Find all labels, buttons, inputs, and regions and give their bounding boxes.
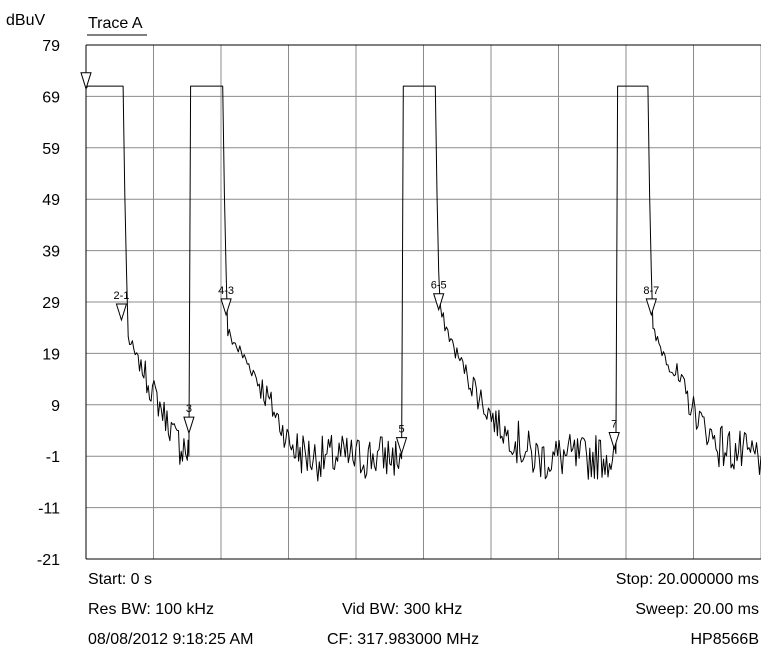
trace-line xyxy=(85,85,761,482)
marker-triangle xyxy=(115,303,128,322)
marker-triangle xyxy=(183,416,195,435)
y-tick-labels: 79 69 59 49 39 29 19 9 -1 -11 -21 xyxy=(37,38,60,569)
marker-label: 4-3 xyxy=(218,285,234,297)
vid-bw-label: Vid BW: 300 kHz xyxy=(342,601,463,618)
y-tick-label: 19 xyxy=(42,346,60,363)
marker-label: 6-5 xyxy=(431,280,447,292)
marker-label: 2-1 xyxy=(113,290,129,302)
sweep-label: Sweep: 20.00 ms xyxy=(635,601,759,618)
y-tick-label: 29 xyxy=(42,295,60,312)
y-tick-label: 79 xyxy=(42,38,60,55)
res-bw-label: Res BW: 100 kHz xyxy=(88,601,214,618)
y-tick-label: 9 xyxy=(51,398,60,415)
y-tick-label: -21 xyxy=(37,552,60,569)
marker-triangle xyxy=(608,431,620,451)
stop-label: Stop: 20.000000 ms xyxy=(615,571,759,588)
marker-label: 5 xyxy=(399,424,405,436)
marker-triangle xyxy=(645,298,657,317)
trace-legend: Trace A xyxy=(88,15,143,32)
y-axis-label: dBuV xyxy=(6,12,45,29)
marker-label: 7 xyxy=(611,418,617,430)
marker-triangle xyxy=(220,298,232,317)
grid xyxy=(85,44,761,560)
start-label: Start: 0 s xyxy=(88,571,153,588)
y-tick-label: -11 xyxy=(38,501,60,518)
marker-triangle xyxy=(433,293,445,312)
marker-triangle xyxy=(80,72,92,91)
marker-label: 3 xyxy=(186,403,192,415)
marker-triangle xyxy=(395,437,408,456)
timestamp-label: 08/08/2012 9:18:25 AM xyxy=(88,631,254,648)
center-frequency-label: CF: 317.983000 MHz xyxy=(327,631,480,648)
trace-a xyxy=(85,85,761,482)
markers: 2-1 3 4-3 5 6-5 7 8-7 xyxy=(80,72,659,456)
y-tick-label: 49 xyxy=(42,192,60,209)
y-tick-label: -1 xyxy=(46,449,60,466)
y-tick-label: 39 xyxy=(42,244,60,261)
marker-label: 8-7 xyxy=(643,285,659,297)
y-tick-label: 69 xyxy=(42,89,60,106)
instrument-label: HP8566B xyxy=(690,631,760,648)
y-tick-label: 59 xyxy=(42,141,60,158)
